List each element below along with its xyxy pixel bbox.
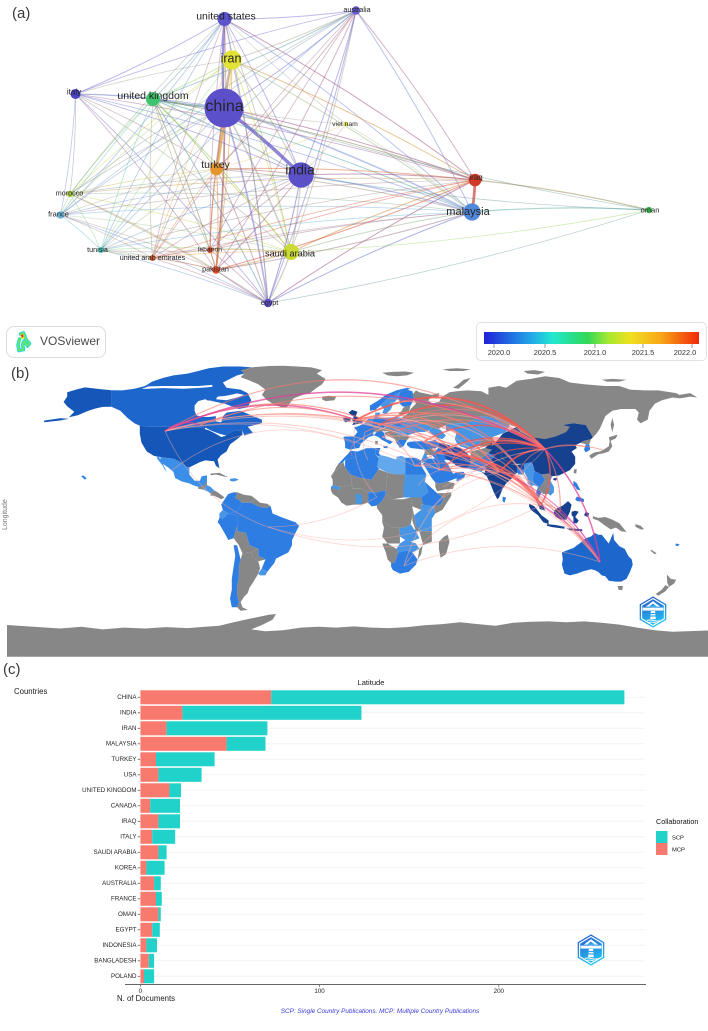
svg-text:EGYPT: EGYPT <box>116 927 137 934</box>
svg-text:MCP: MCP <box>672 848 685 854</box>
svg-text:china: china <box>205 98 243 115</box>
svg-text:united states: united states <box>196 10 256 22</box>
svg-text:0: 0 <box>139 988 143 995</box>
svg-text:OMAN: OMAN <box>118 911 137 918</box>
svg-text:italy: italy <box>67 88 81 97</box>
svg-text:viet nam: viet nam <box>332 121 358 128</box>
svg-text:IRAN: IRAN <box>122 725 137 732</box>
svg-text:FRANCE: FRANCE <box>111 896 136 903</box>
svg-text:saudi arabia: saudi arabia <box>265 248 316 258</box>
svg-text:australia: australia <box>343 5 370 14</box>
svg-text:malaysia: malaysia <box>446 206 490 218</box>
svg-text:N. of Documents: N. of Documents <box>117 994 175 1003</box>
svg-text:india: india <box>285 162 315 178</box>
svg-text:egypt: egypt <box>261 298 279 307</box>
svg-text:IRAQ: IRAQ <box>121 818 136 825</box>
svg-text:iraq: iraq <box>469 173 482 182</box>
svg-text:pakistan: pakistan <box>202 264 229 273</box>
svg-text:Countries: Countries <box>14 687 47 696</box>
svg-text:tunisia: tunisia <box>87 245 108 254</box>
svg-text:UNITED KINGDOM: UNITED KINGDOM <box>82 787 136 794</box>
svg-text:SCP: Single Country Publicatio: SCP: Single Country Publications. MCP: M… <box>281 1008 480 1015</box>
svg-text:USA: USA <box>124 772 138 779</box>
svg-text:iran: iran <box>221 51 242 65</box>
svg-text:united kingdom: united kingdom <box>117 90 188 102</box>
svg-text:turkey: turkey <box>201 159 230 171</box>
svg-text:SCP: SCP <box>672 836 684 842</box>
svg-text:KOREA: KOREA <box>115 865 138 872</box>
svg-text:united arab emirates: united arab emirates <box>120 253 186 262</box>
svg-text:lebanon: lebanon <box>198 246 222 253</box>
svg-text:INDIA: INDIA <box>120 710 137 717</box>
svg-text:100: 100 <box>314 988 325 995</box>
svg-text:Collaboration: Collaboration <box>656 817 698 826</box>
svg-text:200: 200 <box>494 988 505 995</box>
svg-text:TURKEY: TURKEY <box>111 756 136 763</box>
svg-text:Latitude: Latitude <box>357 678 384 687</box>
svg-text:morocco: morocco <box>56 188 84 197</box>
svg-text:AUSTRALIA: AUSTRALIA <box>102 880 137 887</box>
svg-text:oman: oman <box>641 205 660 214</box>
svg-text:CANADA: CANADA <box>111 803 138 810</box>
svg-text:INDONESIA: INDONESIA <box>102 942 137 949</box>
svg-text:france: france <box>48 209 69 218</box>
svg-text:ITALY: ITALY <box>120 834 136 841</box>
svg-text:SAUDI ARABIA: SAUDI ARABIA <box>94 849 138 856</box>
svg-text:BANGLADESH: BANGLADESH <box>94 958 136 965</box>
svg-text:MALAYSIA: MALAYSIA <box>106 741 137 748</box>
svg-text:CHINA: CHINA <box>117 694 137 701</box>
svg-text:POLAND: POLAND <box>111 973 137 980</box>
